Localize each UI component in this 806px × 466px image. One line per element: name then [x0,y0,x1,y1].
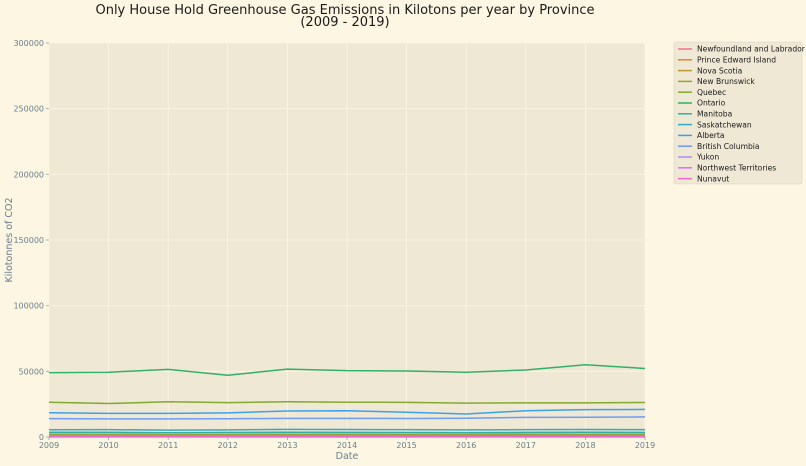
series-line-4 [48,401,646,405]
y-axis-label: Kilotonnes of CO2 [4,197,15,282]
legend-box [673,41,803,185]
legend-label-6: Manitoba [697,110,732,119]
y-tick-label: 150000 [13,236,44,245]
series-line-5 [48,364,646,377]
series-line-7 [48,428,646,431]
y-tick-label: 300000 [13,39,44,48]
x-axis-ticks: 2009 2010 2011 2012 2013 2014 2015 2016 2017 2018… [39,437,655,450]
x-tick-label: 2010 [98,441,118,450]
x-tick-label: 2014 [337,441,357,450]
y-tick-label: 100000 [13,302,44,311]
y-tick-label: 250000 [13,105,44,114]
legend-label-4: Quebec [697,88,726,97]
chart-subtitle: (2009 - 2019) [300,15,389,30]
legend: Newfoundland and Labrador Prince Edward I… [673,41,806,185]
legend-label-8: Alberta [697,131,725,140]
legend-label-9: British Columbia [697,142,760,151]
x-tick-label: 2013 [277,441,297,450]
x-tick-label: 2012 [218,441,238,450]
y-tick-label: 0 [39,433,44,442]
y-tick-label: 200000 [13,170,44,179]
x-tick-label: 2011 [158,441,178,450]
legend-label-2: Nova Scotia [697,66,742,75]
series-line-6 [49,431,646,434]
legend-label-1: Prince Edward Island [697,56,776,65]
legend-label-5: Ontario [697,99,726,108]
x-tick-label: 2015 [396,441,416,450]
x-tick-label: 2017 [516,441,536,450]
x-tick-label: 2019 [635,441,655,450]
legend-label-3: New Brunswick [697,77,755,86]
legend-label-7: Saskatchewan [697,120,752,129]
chart-title: Only House Hold Greenhouse Gas Emissions… [95,3,594,18]
x-tick-label: 2016 [456,441,476,450]
series-lines [48,364,646,438]
series-line-8 [48,408,646,415]
x-axis-label: Date [336,451,359,462]
series-line-9 [48,416,646,420]
legend-label-10: Yukon [696,153,719,162]
legend-label-11: Northwest Territories [697,164,776,173]
y-tick-label: 50000 [19,367,44,376]
x-tick-label: 2009 [39,441,59,450]
x-tick-label: 2018 [575,441,595,450]
legend-label-0: Newfoundland and Labrador [697,45,806,54]
legend-label-12: Nunavut [697,174,729,183]
y-axis-ticks: 0 50000 100000 150000 200000 250000 300000 [13,39,49,442]
